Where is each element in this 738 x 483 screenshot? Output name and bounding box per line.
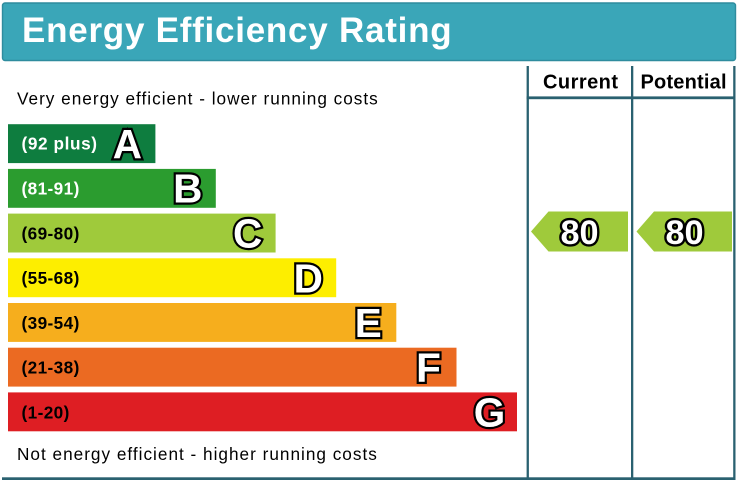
svg-text:80: 80 bbox=[560, 214, 598, 252]
svg-text:(92 plus): (92 plus) bbox=[22, 134, 98, 154]
svg-text:E: E bbox=[355, 300, 382, 346]
svg-text:B: B bbox=[173, 166, 202, 212]
svg-text:80: 80 bbox=[665, 214, 703, 252]
svg-text:Energy Efficiency Rating: Energy Efficiency Rating bbox=[22, 11, 452, 50]
svg-text:(55-68): (55-68) bbox=[22, 268, 80, 288]
svg-text:F: F bbox=[416, 345, 441, 391]
svg-text:A: A bbox=[113, 121, 142, 167]
svg-text:(39-54): (39-54) bbox=[22, 313, 80, 333]
svg-text:(69-80): (69-80) bbox=[22, 223, 80, 243]
svg-text:Potential: Potential bbox=[641, 72, 727, 94]
svg-text:Current: Current bbox=[543, 72, 618, 94]
svg-text:C: C bbox=[233, 211, 262, 257]
svg-text:Very energy efficient - lower: Very energy efficient - lower running co… bbox=[17, 88, 379, 108]
svg-text:(81-91): (81-91) bbox=[22, 179, 80, 199]
svg-text:D: D bbox=[294, 255, 323, 301]
svg-text:G: G bbox=[474, 390, 506, 436]
svg-text:(1-20): (1-20) bbox=[22, 403, 70, 423]
svg-text:(21-38): (21-38) bbox=[22, 358, 80, 378]
svg-text:Not energy efficient - higher: Not energy efficient - higher running co… bbox=[17, 444, 378, 464]
